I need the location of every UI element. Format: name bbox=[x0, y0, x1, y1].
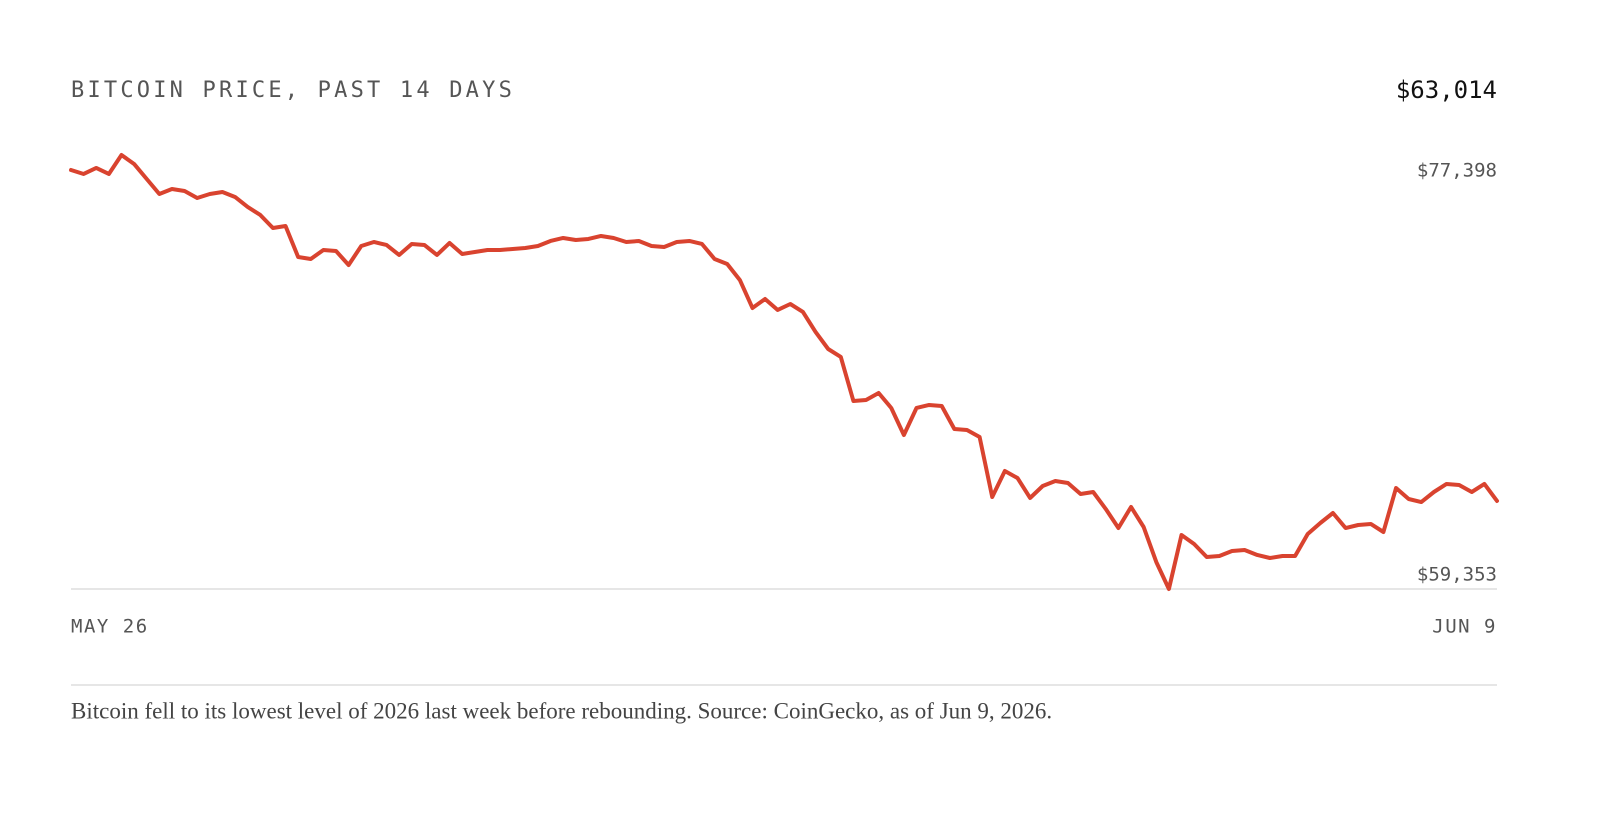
x-tick-label: JUN 9 bbox=[1432, 616, 1497, 638]
x-tick-label: MAY 26 bbox=[71, 616, 149, 638]
chart-title: BITCOIN PRICE, PAST 14 DAYS bbox=[71, 78, 515, 103]
price-line bbox=[69, 153, 1499, 591]
y-tick-label: $59,353 bbox=[1417, 564, 1497, 586]
current-price: $63,014 bbox=[1396, 76, 1497, 104]
y-tick-label: $77,398 bbox=[1417, 160, 1497, 182]
caption: Bitcoin fell to its lowest level of 2026… bbox=[71, 698, 1052, 723]
